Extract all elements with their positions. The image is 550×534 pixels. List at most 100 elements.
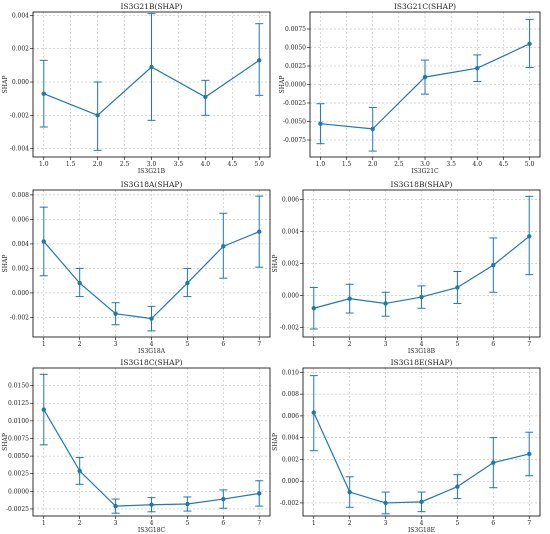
data-point: [257, 58, 262, 63]
x-tick-label: 3.5: [446, 161, 456, 168]
y-tick-label: 0.006: [12, 216, 29, 223]
chart-panel-6: 1 2 3 4 5 6 7 -0.002 0.000 0.002 0.004 0.006 0.008 0.…: [272, 358, 541, 534]
x-tick-label: 1.0: [316, 161, 326, 168]
chart-panel-1: 1.0 1.5 2.0 2.5 3.0 3.5 4.0 4.5 5.0 -0.004 -0.002 0…: [2, 2, 271, 175]
data-point: [257, 229, 262, 234]
x-tick-label: 1.0: [39, 161, 49, 168]
chart-panel-2: 1.0 1.5 2.0 2.5 3.0 3.5 4.0 4.5 5.0 -0.0075 -0.005…: [279, 2, 541, 175]
x-tick-label: 4.0: [201, 161, 211, 168]
y-tick-label: 0.0025: [285, 63, 306, 70]
y-tick-label: -0.0050: [283, 118, 306, 125]
y-tick-label: 0.002: [12, 46, 29, 53]
chart-title: IS3G18C(SHAP): [120, 358, 182, 367]
data-point: [221, 496, 226, 502]
x-tick-label: 1: [42, 341, 46, 348]
data-point: [41, 239, 46, 244]
y-tick-label: 0.0075: [8, 435, 29, 442]
y-tick-label: -0.002: [10, 112, 29, 119]
data-point: [185, 280, 190, 286]
data-point: [422, 74, 428, 80]
chart-title: IS3G21B(SHAP): [121, 2, 183, 11]
x-tick-label: 1: [312, 520, 316, 527]
x-tick-label: 4.5: [499, 161, 509, 168]
y-tick-label: 0.0125: [8, 400, 29, 407]
x-tick-label: 4: [420, 520, 424, 527]
x-tick-label: 6: [491, 520, 495, 527]
y-tick-label: 0.004: [12, 12, 29, 19]
x-tick-label: 3: [114, 520, 118, 527]
y-axis-label: SHAP: [279, 76, 286, 94]
data-point: [383, 500, 388, 506]
data-point: [318, 121, 323, 126]
x-tick-label: 3.0: [147, 161, 157, 168]
x-tick-label: 4.0: [472, 161, 482, 168]
data-point: [41, 91, 46, 96]
x-axis-label: IS3G18C: [138, 527, 166, 534]
data-point: [221, 244, 226, 249]
data-point: [311, 410, 316, 415]
y-tick-label: -0.004: [10, 146, 29, 153]
x-axis-label: IS3G18A: [138, 348, 166, 355]
data-point: [41, 407, 46, 412]
y-axis-label: SHAP: [2, 433, 9, 451]
data-point: [419, 294, 424, 300]
data-point: [185, 501, 190, 507]
x-tick-label: 1.5: [66, 161, 76, 168]
y-tick-label: -0.0025: [6, 506, 29, 513]
data-point: [527, 234, 532, 239]
y-tick-label: 0.000: [282, 292, 299, 299]
y-tick-label: 0.0000: [8, 488, 29, 495]
chart-title: IS3G18E(SHAP): [391, 358, 453, 367]
y-tick-label: 0.006: [282, 197, 299, 204]
x-tick-label: 4.5: [228, 161, 238, 168]
data-point: [491, 460, 496, 465]
x-tick-label: 6: [221, 341, 225, 348]
x-tick-label: 6: [221, 520, 225, 527]
x-axis-label: IS3G18E: [408, 527, 435, 534]
y-tick-label: 0.008: [282, 391, 299, 398]
y-tick-label: 0.002: [12, 265, 29, 272]
y-tick-label: 0.000: [12, 79, 29, 86]
x-tick-label: 5: [455, 520, 459, 527]
x-tick-label: 3.0: [420, 161, 430, 168]
chart-title: IS3G18A(SHAP): [121, 180, 183, 189]
data-point: [77, 468, 82, 474]
x-tick-label: 5.0: [525, 161, 535, 168]
y-tick-label: -0.002: [280, 500, 299, 507]
x-tick-label: 3.5: [174, 161, 184, 168]
x-tick-label: 2.0: [93, 161, 103, 168]
data-point: [113, 311, 118, 316]
data-point: [149, 64, 154, 70]
y-tick-label: 0.0075: [285, 26, 306, 33]
x-axis-label: IS3G18B: [408, 348, 436, 355]
x-tick-label: 3: [384, 520, 388, 527]
x-tick-label: 3: [384, 341, 388, 348]
y-tick-label: 0.0150: [8, 383, 29, 390]
data-point: [95, 113, 100, 118]
data-point: [527, 451, 532, 457]
y-tick-label: -0.002: [10, 314, 29, 321]
data-point: [257, 491, 262, 496]
data-point: [419, 499, 424, 505]
y-tick-label: 0.006: [282, 413, 299, 420]
y-tick-label: 0.0050: [8, 453, 29, 460]
data-point: [455, 285, 460, 290]
x-tick-label: 2: [348, 341, 352, 348]
y-tick-label: -0.002: [280, 324, 299, 331]
y-tick-label: 0.004: [282, 435, 299, 442]
y-tick-label: 0.0100: [8, 418, 29, 425]
x-tick-label: 2: [348, 520, 352, 527]
y-tick-label: 0.0025: [8, 471, 29, 478]
data-point: [113, 503, 118, 509]
x-tick-label: 5: [185, 341, 189, 348]
y-axis-label: SHAP: [2, 76, 9, 94]
x-tick-label: 2.5: [120, 161, 130, 168]
data-point: [491, 262, 496, 268]
y-tick-label: -0.0075: [283, 137, 306, 144]
x-tick-label: 7: [527, 520, 531, 527]
x-axis-label: IS3G21C: [411, 168, 439, 175]
x-tick-label: 1.5: [342, 161, 352, 168]
data-point: [475, 66, 480, 71]
y-axis-label: SHAP: [2, 255, 9, 273]
